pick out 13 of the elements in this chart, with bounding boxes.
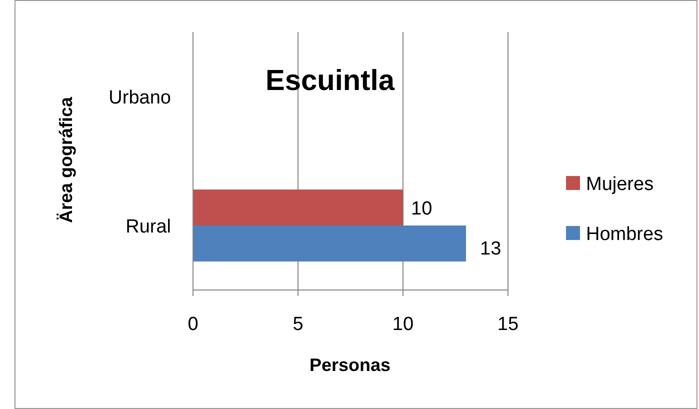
data-label: 10 (411, 198, 432, 220)
y-tick-label: Rural (126, 216, 171, 238)
x-tick-label: 15 (497, 314, 519, 335)
y-tick-label: Urbano (108, 88, 171, 108)
x-tick-label: 0 (188, 314, 198, 335)
y-axis-title: Ärea gográfica (56, 96, 76, 224)
x-tick-label: 5 (292, 314, 304, 335)
legend-label: Hombres (586, 224, 664, 245)
x-tick-label: 10 (392, 314, 414, 335)
x-axis-title: Personas (309, 355, 391, 375)
text: Escuintla (266, 65, 396, 97)
legend-label: Mujeres (586, 174, 654, 195)
data-label: 13 (480, 238, 502, 260)
